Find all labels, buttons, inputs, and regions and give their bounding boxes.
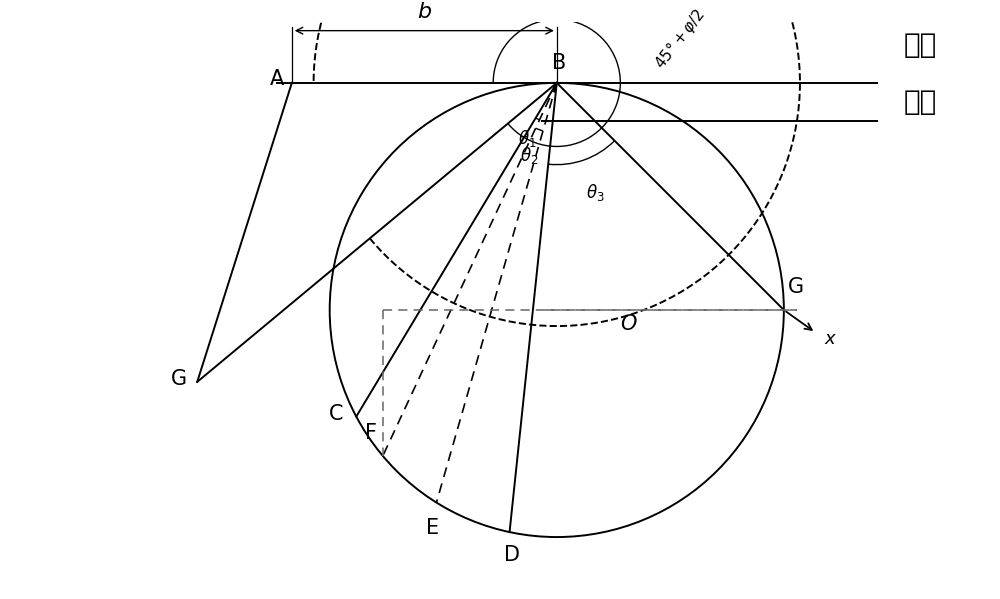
Text: G: G	[788, 277, 804, 298]
Text: b: b	[417, 2, 431, 22]
Text: B: B	[552, 53, 566, 73]
Text: C: C	[329, 404, 344, 424]
Text: G: G	[171, 370, 187, 389]
Text: $\theta_3$: $\theta_3$	[586, 182, 605, 203]
Text: E: E	[426, 518, 439, 537]
Text: 硬土: 硬土	[903, 88, 937, 116]
Text: A: A	[270, 69, 284, 89]
Text: $45°+\varphi/2$: $45°+\varphi/2$	[650, 5, 709, 72]
Text: O: O	[620, 314, 637, 334]
Text: F: F	[365, 423, 377, 443]
Text: 软土: 软土	[903, 31, 937, 59]
Text: $\theta_2$: $\theta_2$	[520, 145, 539, 166]
Text: x: x	[825, 331, 835, 349]
Text: D: D	[504, 544, 520, 565]
Text: $\theta_1$: $\theta_1$	[518, 128, 536, 149]
